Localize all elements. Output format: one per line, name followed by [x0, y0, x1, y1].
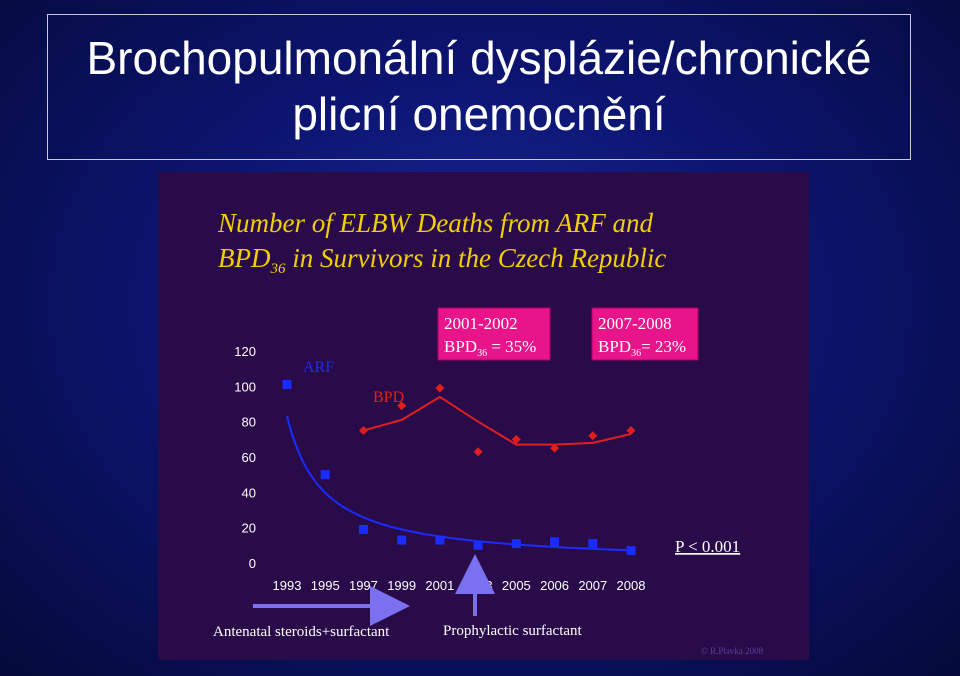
callout-2007-2008: 2007-2008 BPD36= 23%: [591, 307, 699, 361]
series-label-bpd: BPD: [373, 389, 404, 406]
chart-title-suffix: in Survivors in the Czech Republic: [285, 243, 666, 273]
bpd-point: [397, 401, 407, 411]
x-tick-label: 2007: [578, 578, 607, 593]
y-tick-label: 120: [234, 344, 256, 359]
chart-figure: Number of ELBW Deaths from ARF and BPD36…: [158, 172, 809, 660]
p-value: P < 0.001: [675, 537, 740, 556]
bpd-point: [626, 426, 636, 435]
y-tick-label: 80: [242, 415, 256, 430]
annotation-surfactant: Prophylactic surfactant: [443, 623, 583, 639]
arf-point: [397, 535, 407, 545]
callout-percent: = 35%: [487, 337, 536, 356]
slide-title-line-1: Brochopulmonální dysplázie/chronické: [86, 32, 872, 84]
bpd-point: [588, 431, 598, 441]
x-axis: 1993 1995 1997 1999 2001 2003 2005 2006 2007 2008: [273, 578, 646, 593]
chart-title-bpd-sub: 36: [269, 261, 286, 277]
callout-bpd-sub: 36: [631, 348, 641, 359]
callout-bpd: BPD: [598, 337, 631, 356]
callout-percent: = 23%: [641, 337, 686, 356]
x-tick-label: 2006: [540, 578, 569, 593]
x-tick-label: 2008: [617, 578, 646, 593]
copyright: © R.Plavka 2008: [701, 646, 764, 656]
y-tick-label: 20: [242, 521, 256, 536]
callout-value: BPD36= 23%: [598, 337, 686, 359]
bpd-point: [511, 434, 521, 444]
callout-bpd-sub: 36: [477, 348, 487, 359]
series-label-arf: ARF: [303, 359, 334, 376]
bpd-point: [473, 447, 483, 457]
arf-point: [282, 380, 292, 390]
trend-lines: [286, 395, 632, 552]
arf-point: [358, 524, 368, 534]
x-tick-label: 2001: [425, 578, 454, 593]
arf-point: [626, 546, 636, 556]
bpd-trend-line: [363, 395, 632, 446]
y-tick-label: 60: [242, 450, 256, 465]
y-axis: 0 20 40 60 80 100 120: [234, 344, 256, 571]
x-tick-label: 2005: [502, 578, 531, 593]
arf-point: [320, 470, 330, 480]
chart-canvas: Number of ELBW Deaths from ARF and BPD36…: [213, 208, 764, 656]
chart-title-line-2: BPD36 in Survivors in the Czech Republic: [218, 243, 666, 277]
arf-point: [588, 539, 598, 549]
chart-title-bpd: BPD: [218, 243, 271, 273]
callout-bpd: BPD: [444, 337, 477, 356]
y-tick-label: 0: [249, 556, 256, 571]
callout-value: BPD36 = 35%: [444, 337, 536, 359]
callout-period: 2001-2002: [444, 314, 518, 333]
arf-trend-line: [286, 415, 631, 552]
x-tick-label: 1995: [311, 578, 340, 593]
slide-title-box: Brochopulmonální dysplázie/chronické pli…: [47, 14, 911, 160]
arf-point: [473, 540, 483, 550]
slide-title-line-2: plicní onemocnění: [292, 88, 666, 140]
x-tick-label: 1999: [387, 578, 416, 593]
y-tick-label: 100: [234, 379, 256, 394]
callout-2001-2002: 2001-2002 BPD36 = 35%: [437, 307, 551, 361]
y-tick-label: 40: [242, 485, 256, 500]
bpd-point: [550, 443, 560, 453]
bpd-point: [358, 426, 368, 435]
chart-title-line-1: Number of ELBW Deaths from ARF and: [217, 208, 653, 238]
arf-point: [511, 539, 521, 549]
x-tick-label: 1997: [349, 578, 378, 593]
callout-period: 2007-2008: [598, 314, 672, 333]
arf-point: [550, 537, 560, 547]
x-tick-label: 2003: [464, 578, 493, 593]
annotation-steroids: Antenatal steroids+surfactant: [213, 624, 390, 640]
bpd-point: [435, 383, 445, 393]
data-markers: [282, 380, 636, 556]
x-tick-label: 1993: [273, 578, 302, 593]
arf-point: [435, 535, 445, 545]
